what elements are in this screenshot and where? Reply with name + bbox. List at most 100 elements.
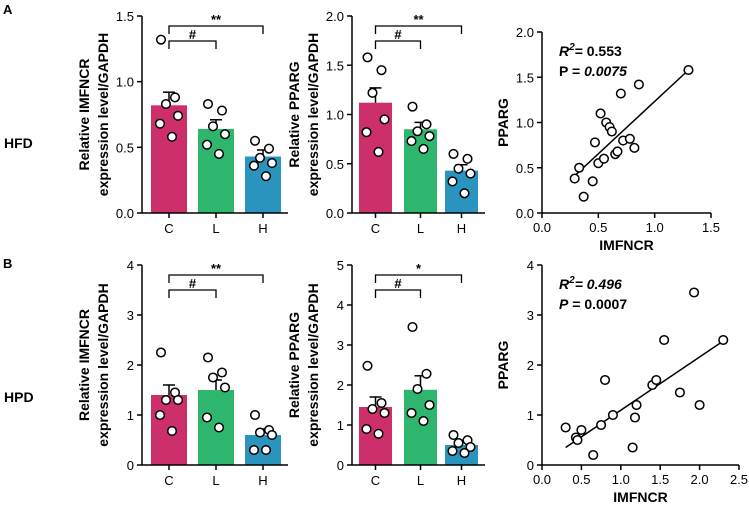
data-point-L: [406, 136, 417, 147]
data-point-C: [169, 92, 181, 103]
scatter-point: [629, 412, 641, 423]
data-point-H: [249, 409, 261, 421]
row-label-hpd: HPD: [4, 389, 34, 405]
data-point-H: [462, 153, 473, 164]
y-axis-label-line1: Relative IMFNCR: [76, 309, 92, 421]
data-point-C: [373, 428, 384, 439]
data-point-H: [263, 143, 275, 154]
scatter-point: [595, 108, 606, 119]
significance-bracket: [374, 274, 463, 283]
significance-bracket: [168, 40, 217, 49]
scatter-point: [689, 287, 700, 298]
data-point-L: [216, 105, 228, 116]
data-point-C: [361, 423, 372, 435]
y-axis-label-line1: Relative PPARG: [286, 61, 302, 167]
chart-a3-correlation-hfd: 0.0 0.5 1.0 1.5 0.0 0.5 1.0 1.5 2.0 IMFNCR PPARG R2…: [495, 25, 720, 253]
r-superscript: 2: [568, 42, 575, 53]
data-point-H: [453, 163, 464, 174]
data-point-L: [424, 399, 435, 411]
y-tick-label: 0: [527, 458, 534, 473]
y-tick-label: 1: [337, 418, 344, 433]
x-tick-label-L: L: [417, 221, 424, 236]
regression-line: [565, 340, 724, 449]
r-squared-value: = 0.553: [575, 43, 622, 59]
x-tick-label-C: C: [371, 473, 380, 488]
scatter-point: [574, 162, 585, 173]
significance-label: *: [416, 261, 422, 276]
y-tick-label: 2: [337, 378, 344, 393]
data-point-C: [166, 425, 178, 437]
data-point-H: [447, 176, 458, 187]
significance-label: #: [394, 276, 402, 291]
data-point-H: [459, 188, 470, 199]
significance-label: #: [189, 276, 197, 291]
y-tick-label: 0.0: [116, 206, 134, 221]
data-point-L: [412, 383, 423, 395]
y-tick-label: 0.5: [116, 140, 134, 155]
data-point-C: [373, 146, 384, 157]
y-axis-label-line1: Relative PPARG: [286, 312, 302, 418]
y-tick-label: 1.5: [116, 9, 134, 24]
scatter-point: [629, 142, 640, 153]
data-point-L: [219, 382, 231, 393]
y-axis-label: PPARG: [495, 341, 511, 390]
p-value-label: P = 0.0075: [559, 63, 627, 79]
data-point-C: [376, 65, 387, 76]
data-point-L: [406, 407, 417, 419]
y-axis-label-line2: expression level/GAPDH: [95, 33, 111, 196]
data-point-C: [376, 397, 387, 409]
data-point-H: [453, 437, 464, 449]
data-point-H: [248, 444, 260, 456]
x-tick-label: 2.0: [691, 472, 709, 487]
y-tick-label: 4: [127, 258, 134, 273]
x-axis-label: IMFNCR: [613, 489, 667, 505]
scatter-point: [587, 176, 598, 187]
significance-bracket: [168, 289, 217, 298]
data-point-L: [207, 121, 219, 132]
data-point-C: [160, 394, 172, 406]
x-tick-label-L: L: [212, 221, 219, 236]
y-tick-label: 3: [527, 308, 534, 323]
data-point-C: [367, 87, 378, 98]
data-point-H: [465, 441, 476, 453]
y-tick-label: 2.0: [326, 9, 344, 24]
p-symbol: P: [559, 296, 569, 312]
y-axis-label-line2: expression level/GAPDH: [95, 283, 111, 446]
scatter-point: [576, 424, 587, 436]
data-point-L: [216, 367, 228, 378]
data-point-L: [202, 98, 214, 110]
x-tick-label-C: C: [164, 221, 173, 236]
y-tick-label: 3: [337, 338, 344, 353]
data-point-C: [155, 347, 167, 358]
x-tick-label: 1.5: [651, 472, 669, 487]
significance-label: #: [189, 27, 197, 42]
scatter-point: [683, 64, 694, 76]
data-point-L: [424, 131, 435, 142]
data-point-C: [379, 407, 390, 419]
y-tick-label: 1: [127, 408, 134, 423]
x-tick-label: 0.5: [572, 472, 590, 487]
y-tick-label: 1.0: [516, 116, 534, 131]
y-tick-label: 2: [127, 358, 134, 373]
data-point-C: [362, 52, 373, 63]
y-tick-label: 5: [337, 258, 344, 273]
y-tick-label: 2.0: [516, 25, 534, 40]
data-point-L: [207, 372, 219, 383]
scatter-point: [631, 399, 642, 411]
data-point-C: [172, 394, 184, 406]
scatter-point: [674, 387, 685, 398]
y-axis-label-line2: expression level/GAPDH: [305, 283, 321, 446]
x-axis-label: IMFNCR: [599, 237, 653, 253]
scatter-point: [607, 409, 618, 421]
data-point-L: [201, 139, 213, 150]
y-tick-label: 2: [527, 358, 534, 373]
p-equals: =: [568, 296, 584, 312]
scatter-point: [718, 334, 729, 346]
chart-a2-pparg-hfd: C L H 0.0 0.5 1.0 1.5 2.0 Relative PPARG expressi…: [286, 9, 485, 236]
data-point-C: [166, 131, 178, 142]
y-tick-label: 4: [337, 298, 344, 313]
y-axis-label-line2: expression level/GAPDH: [305, 33, 321, 196]
scatter-point: [624, 133, 635, 144]
x-tick-label-H: H: [258, 473, 267, 488]
